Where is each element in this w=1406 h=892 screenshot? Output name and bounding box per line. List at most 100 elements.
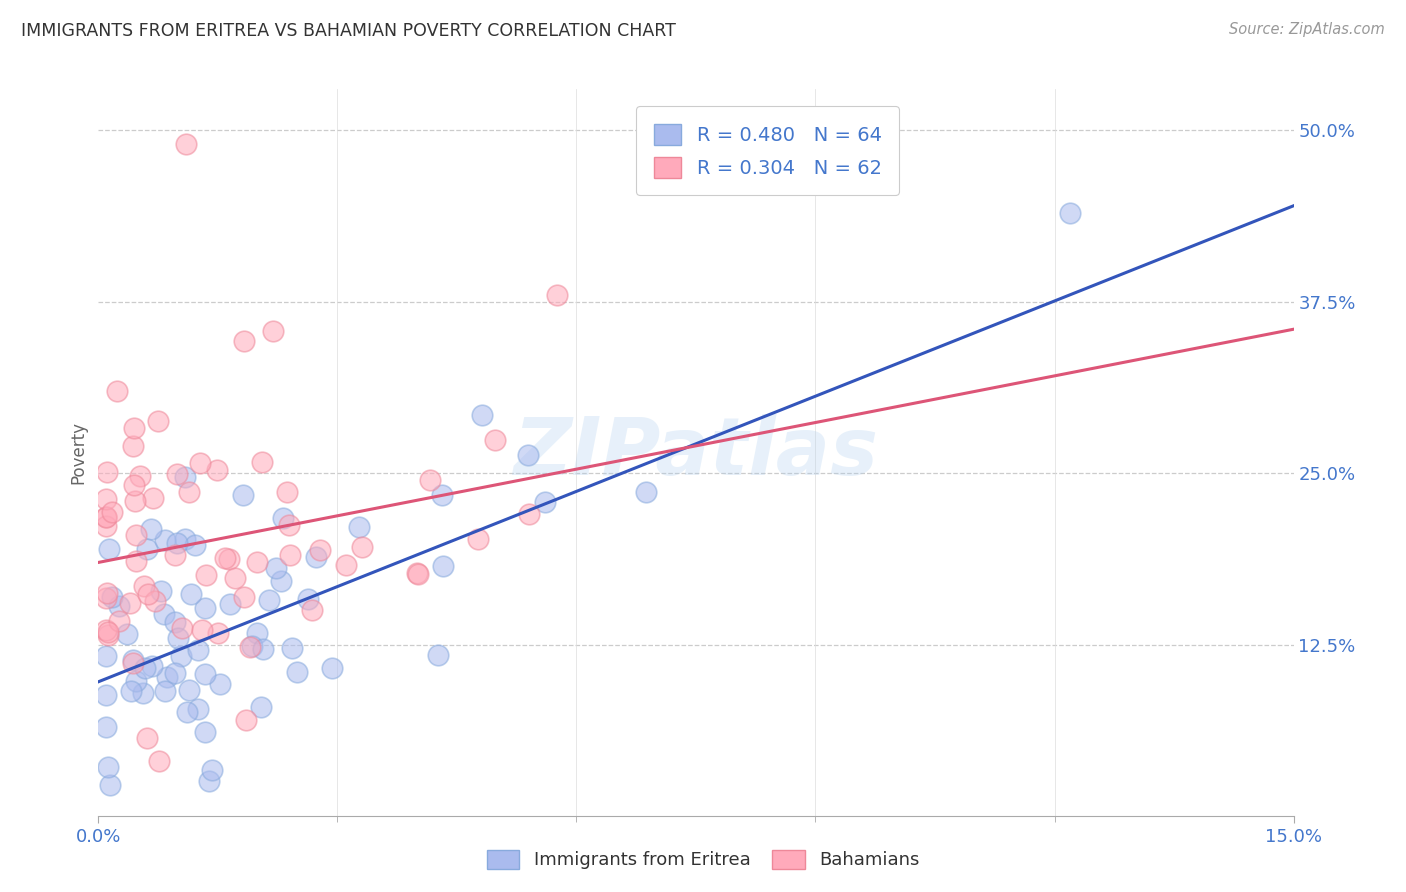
- Point: [96, 510, 118, 524]
- Point: [122, 657, 145, 671]
- Point: [224, 571, 246, 585]
- Point: [270, 574, 292, 588]
- Point: [165, 548, 187, 562]
- Point: [252, 641, 274, 656]
- Point: [170, 621, 193, 635]
- Point: [122, 478, 145, 492]
- Point: [246, 626, 269, 640]
- Point: [191, 623, 214, 637]
- Point: [152, 607, 174, 622]
- Point: [101, 590, 124, 604]
- Point: [125, 674, 148, 689]
- Point: [148, 754, 170, 768]
- Point: [153, 684, 176, 698]
- Point: [132, 578, 155, 592]
- Point: [108, 615, 131, 629]
- Text: Source: ZipAtlas.com: Source: ZipAtlas.com: [1229, 22, 1385, 37]
- Point: [276, 485, 298, 500]
- Point: [136, 731, 159, 745]
- Point: [250, 699, 273, 714]
- Point: [98, 542, 121, 557]
- Point: [173, 532, 195, 546]
- Point: [96, 688, 118, 702]
- Point: [262, 324, 284, 338]
- Point: [1059, 205, 1081, 219]
- Point: [207, 626, 229, 640]
- Point: [115, 626, 138, 640]
- Point: [96, 465, 118, 479]
- Point: [432, 488, 454, 502]
- Point: [419, 473, 441, 487]
- Point: [278, 549, 301, 563]
- Point: [198, 774, 221, 789]
- Point: [136, 542, 159, 557]
- Point: [188, 456, 211, 470]
- Point: [187, 642, 209, 657]
- Point: [194, 567, 217, 582]
- Point: [201, 764, 224, 778]
- Point: [179, 485, 201, 500]
- Point: [97, 625, 120, 640]
- Point: [240, 640, 263, 654]
- Point: [165, 665, 187, 680]
- Point: [271, 511, 294, 525]
- Point: [121, 653, 143, 667]
- Point: [301, 603, 323, 617]
- Y-axis label: Poverty: Poverty: [69, 421, 87, 484]
- Point: [259, 593, 281, 607]
- Point: [309, 543, 332, 558]
- Point: [96, 492, 118, 507]
- Point: [187, 702, 209, 716]
- Point: [141, 659, 163, 673]
- Point: [122, 439, 145, 453]
- Point: [432, 558, 454, 573]
- Point: [166, 535, 188, 549]
- Point: [96, 721, 118, 735]
- Point: [484, 434, 506, 448]
- Point: [205, 463, 228, 477]
- Point: [118, 595, 141, 609]
- Point: [264, 561, 287, 575]
- Point: [124, 420, 146, 434]
- Point: [96, 591, 118, 605]
- Point: [349, 520, 371, 534]
- Point: [246, 555, 269, 569]
- Point: [546, 288, 568, 302]
- Point: [149, 584, 172, 599]
- Point: [209, 677, 232, 691]
- Point: [124, 528, 146, 542]
- Point: [108, 599, 131, 614]
- Point: [281, 640, 304, 655]
- Point: [471, 409, 494, 423]
- Text: ZIPatlas: ZIPatlas: [513, 414, 879, 491]
- Point: [335, 558, 357, 572]
- Point: [219, 597, 242, 611]
- Point: [174, 470, 197, 484]
- Point: [194, 725, 217, 739]
- Point: [96, 510, 118, 524]
- Point: [146, 414, 169, 428]
- Point: [287, 665, 309, 680]
- Point: [156, 670, 179, 684]
- Point: [250, 455, 273, 469]
- Point: [142, 491, 165, 505]
- Point: [96, 519, 118, 533]
- Point: [174, 137, 197, 152]
- Point: [143, 593, 166, 607]
- Point: [277, 518, 299, 533]
- Point: [155, 533, 177, 547]
- Point: [96, 648, 118, 663]
- Point: [634, 484, 657, 499]
- Point: [239, 640, 262, 654]
- Point: [297, 592, 319, 607]
- Point: [517, 507, 540, 521]
- Point: [96, 623, 118, 637]
- Legend: R = 0.480   N = 64, R = 0.304   N = 62: R = 0.480 N = 64, R = 0.304 N = 62: [637, 106, 898, 195]
- Point: [517, 448, 540, 462]
- Point: [406, 566, 429, 580]
- Point: [176, 705, 198, 719]
- Point: [232, 488, 254, 502]
- Point: [184, 538, 207, 552]
- Point: [105, 384, 128, 398]
- Point: [232, 334, 254, 348]
